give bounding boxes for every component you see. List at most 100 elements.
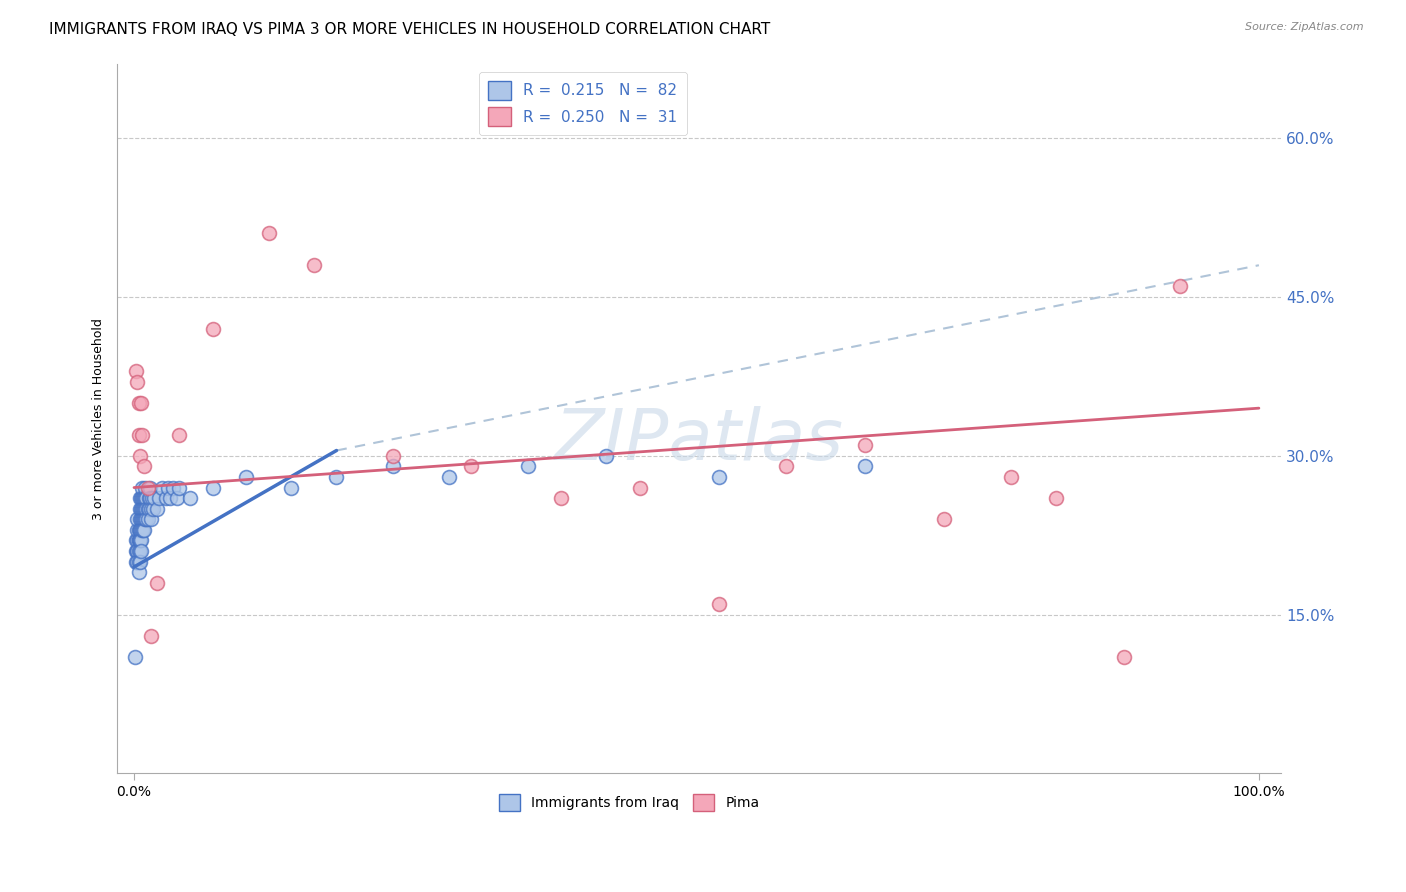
Point	[437, 470, 460, 484]
Point	[134, 501, 156, 516]
Point	[128, 566, 150, 580]
Point	[155, 491, 177, 505]
Point	[132, 512, 155, 526]
Point	[166, 491, 188, 505]
Point	[550, 491, 572, 505]
Point	[125, 364, 148, 378]
Point	[128, 501, 150, 516]
Y-axis label: 3 or more Vehicles in Household: 3 or more Vehicles in Household	[93, 318, 105, 520]
Point	[516, 459, 538, 474]
Point	[135, 501, 157, 516]
Text: Source: ZipAtlas.com: Source: ZipAtlas.com	[1246, 22, 1364, 32]
Point	[128, 523, 150, 537]
Point	[127, 512, 149, 526]
Point	[128, 396, 150, 410]
Point	[139, 512, 162, 526]
Point	[628, 481, 651, 495]
Point	[325, 470, 347, 484]
Point	[138, 491, 160, 505]
Point	[134, 501, 156, 516]
Point	[853, 438, 876, 452]
Point	[179, 491, 201, 505]
Point	[707, 470, 730, 484]
Point	[128, 449, 150, 463]
Point	[148, 491, 170, 505]
Point	[1045, 491, 1067, 505]
Point	[302, 258, 325, 272]
Point	[134, 491, 156, 505]
Point	[131, 501, 153, 516]
Point	[129, 523, 152, 537]
Point	[201, 322, 224, 336]
Point	[128, 544, 150, 558]
Point	[128, 491, 150, 505]
Point	[381, 459, 404, 474]
Point	[132, 523, 155, 537]
Point	[125, 533, 148, 548]
Point	[129, 501, 152, 516]
Point	[138, 501, 160, 516]
Point	[127, 375, 149, 389]
Point	[1168, 279, 1191, 293]
Point	[201, 481, 224, 495]
Point	[167, 481, 190, 495]
Point	[139, 501, 162, 516]
Point	[135, 512, 157, 526]
Point	[129, 544, 152, 558]
Point	[136, 481, 159, 495]
Point	[853, 459, 876, 474]
Point	[162, 481, 184, 495]
Point	[134, 459, 156, 474]
Point	[128, 512, 150, 526]
Point	[280, 481, 302, 495]
Point	[707, 597, 730, 611]
Point	[128, 523, 150, 537]
Point	[235, 470, 257, 484]
Point	[128, 544, 150, 558]
Point	[128, 427, 150, 442]
Legend: Immigrants from Iraq, Pima: Immigrants from Iraq, Pima	[494, 788, 765, 816]
Point	[135, 491, 157, 505]
Point	[381, 449, 404, 463]
Text: ZIPatlas: ZIPatlas	[555, 406, 844, 475]
Point	[128, 555, 150, 569]
Point	[460, 459, 482, 474]
Point	[150, 481, 173, 495]
Point	[128, 533, 150, 548]
Point	[1112, 650, 1135, 665]
Point	[134, 491, 156, 505]
Point	[124, 650, 146, 665]
Point	[775, 459, 797, 474]
Point	[131, 481, 153, 495]
Point	[257, 227, 280, 241]
Point	[167, 427, 190, 442]
Point	[595, 449, 617, 463]
Point	[132, 491, 155, 505]
Point	[128, 533, 150, 548]
Point	[127, 544, 149, 558]
Point	[136, 501, 159, 516]
Point	[131, 491, 153, 505]
Point	[139, 491, 162, 505]
Point	[134, 512, 156, 526]
Point	[1000, 470, 1022, 484]
Point	[139, 629, 162, 643]
Point	[145, 501, 167, 516]
Point	[136, 512, 159, 526]
Point	[134, 512, 156, 526]
Point	[134, 481, 156, 495]
Point	[142, 501, 165, 516]
Point	[127, 523, 149, 537]
Point	[127, 533, 149, 548]
Point	[128, 533, 150, 548]
Text: IMMIGRANTS FROM IRAQ VS PIMA 3 OR MORE VEHICLES IN HOUSEHOLD CORRELATION CHART: IMMIGRANTS FROM IRAQ VS PIMA 3 OR MORE V…	[49, 22, 770, 37]
Point	[129, 396, 152, 410]
Point	[129, 491, 152, 505]
Point	[139, 481, 162, 495]
Point	[125, 544, 148, 558]
Point	[932, 512, 955, 526]
Point	[159, 491, 181, 505]
Point	[156, 481, 179, 495]
Point	[131, 523, 153, 537]
Point	[145, 575, 167, 590]
